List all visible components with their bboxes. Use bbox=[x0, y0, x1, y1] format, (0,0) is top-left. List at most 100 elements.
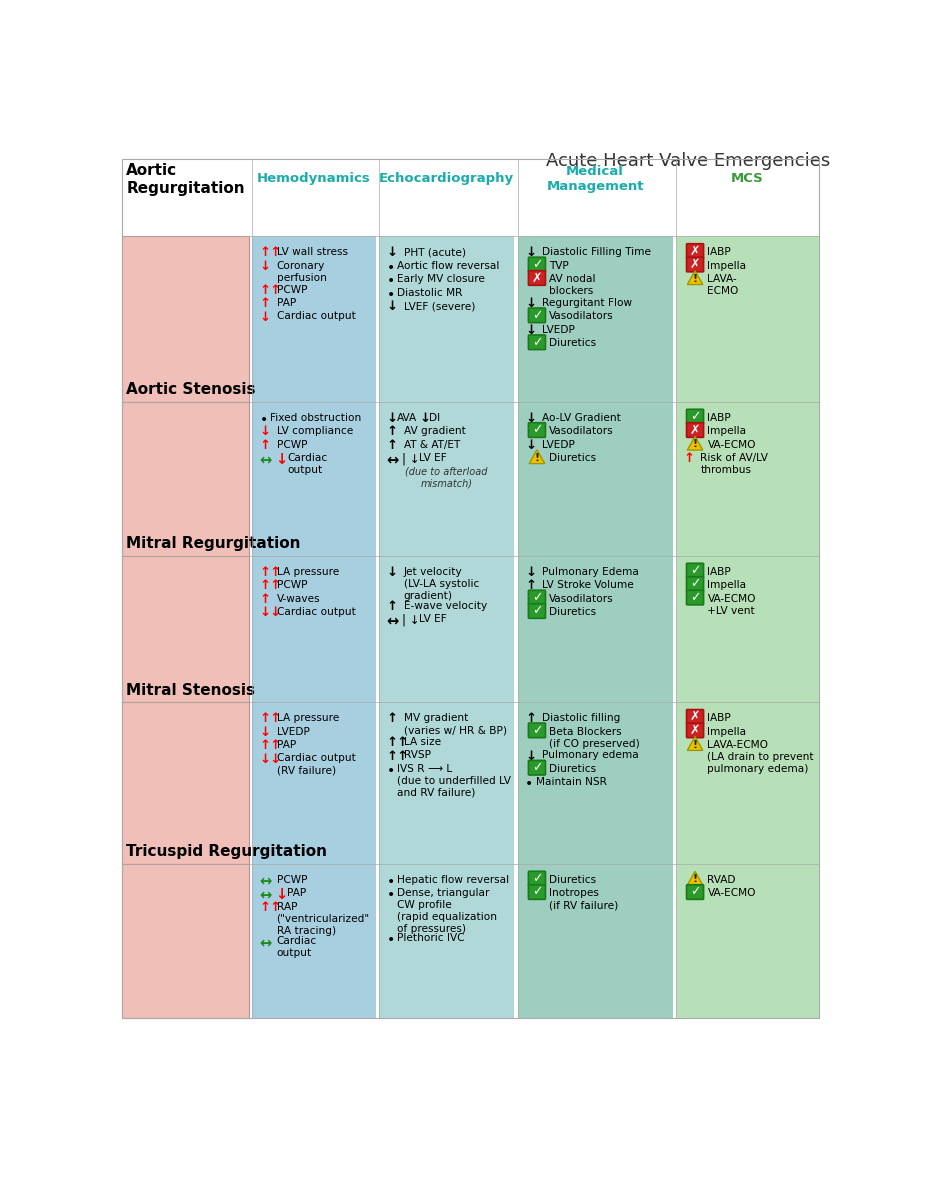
Text: ✓: ✓ bbox=[690, 577, 700, 590]
Text: ✗: ✗ bbox=[690, 424, 700, 437]
Text: Diastolic filling: Diastolic filling bbox=[542, 713, 620, 724]
Text: PAP: PAP bbox=[277, 298, 295, 308]
Bar bbox=[251, 236, 375, 402]
Text: LV Stroke Volume: LV Stroke Volume bbox=[542, 581, 634, 590]
Polygon shape bbox=[687, 871, 702, 886]
FancyBboxPatch shape bbox=[528, 761, 545, 775]
Text: ↓: ↓ bbox=[259, 426, 270, 438]
Text: Tricuspid Regurgitation: Tricuspid Regurgitation bbox=[126, 845, 327, 859]
Text: ✗: ✗ bbox=[690, 245, 700, 258]
Text: Mitral Regurgitation: Mitral Regurgitation bbox=[126, 536, 301, 551]
Text: ↑↑: ↑↑ bbox=[259, 739, 281, 752]
Text: ↓: ↓ bbox=[419, 412, 430, 425]
Text: ↓: ↓ bbox=[524, 566, 535, 578]
Text: ↓: ↓ bbox=[259, 260, 270, 272]
Text: ✓: ✓ bbox=[531, 886, 542, 899]
FancyBboxPatch shape bbox=[528, 590, 545, 605]
Text: ✓: ✓ bbox=[690, 410, 700, 424]
FancyBboxPatch shape bbox=[528, 422, 545, 437]
FancyBboxPatch shape bbox=[528, 724, 545, 738]
Text: E-wave velocity: E-wave velocity bbox=[403, 601, 486, 611]
Text: Vasodilators: Vasodilators bbox=[548, 312, 613, 322]
Text: PAP: PAP bbox=[277, 740, 295, 750]
Text: DI: DI bbox=[429, 413, 440, 422]
Text: Impella: Impella bbox=[707, 260, 746, 271]
Text: ↑↑: ↑↑ bbox=[386, 736, 408, 749]
FancyBboxPatch shape bbox=[686, 724, 702, 738]
Text: ↓: ↓ bbox=[259, 726, 270, 739]
FancyBboxPatch shape bbox=[686, 409, 702, 424]
Text: ↑: ↑ bbox=[524, 713, 535, 725]
Text: •: • bbox=[386, 274, 394, 288]
Text: Mitral Stenosis: Mitral Stenosis bbox=[126, 683, 255, 697]
Text: AV gradient: AV gradient bbox=[403, 426, 465, 437]
Text: IABP: IABP bbox=[707, 713, 730, 724]
Text: RVAD: RVAD bbox=[707, 875, 735, 884]
Bar bbox=[379, 702, 514, 864]
Text: Pulmonary Edema: Pulmonary Edema bbox=[542, 566, 638, 577]
Text: Cardiac
output: Cardiac output bbox=[287, 454, 328, 475]
Text: •: • bbox=[524, 778, 533, 791]
Text: LVEDP: LVEDP bbox=[542, 325, 574, 335]
Text: !: ! bbox=[691, 739, 697, 750]
Text: ↑↑: ↑↑ bbox=[259, 713, 281, 725]
Text: ↑↑: ↑↑ bbox=[386, 750, 408, 763]
Text: !: ! bbox=[534, 452, 539, 463]
Text: ✓: ✓ bbox=[690, 564, 700, 577]
Text: LAVA-
ECMO: LAVA- ECMO bbox=[707, 274, 738, 296]
Text: IVS R ⟶ L
(due to underfilled LV
and RV failure): IVS R ⟶ L (due to underfilled LV and RV … bbox=[397, 764, 510, 798]
Bar bbox=[251, 402, 375, 556]
Text: •: • bbox=[386, 288, 394, 301]
Text: ↑↑: ↑↑ bbox=[259, 566, 281, 578]
Text: ↓: ↓ bbox=[524, 439, 535, 452]
Text: VA-ECMO: VA-ECMO bbox=[707, 888, 755, 899]
Bar bbox=[517, 556, 672, 702]
Text: VA-ECMO
+LV vent: VA-ECMO +LV vent bbox=[707, 594, 755, 616]
Text: ↑: ↑ bbox=[683, 452, 694, 466]
Text: Inotropes
(if RV failure): Inotropes (if RV failure) bbox=[548, 888, 618, 911]
FancyBboxPatch shape bbox=[528, 308, 545, 323]
Bar bbox=[251, 864, 375, 1018]
Text: Vasodilators: Vasodilators bbox=[548, 594, 613, 604]
FancyBboxPatch shape bbox=[528, 257, 545, 272]
FancyBboxPatch shape bbox=[686, 709, 702, 724]
Text: Echocardiography: Echocardiography bbox=[379, 172, 514, 185]
FancyBboxPatch shape bbox=[686, 422, 702, 437]
Text: ✓: ✓ bbox=[531, 872, 542, 886]
Text: ↓↓: ↓↓ bbox=[259, 606, 281, 619]
Text: PCWP: PCWP bbox=[277, 581, 307, 590]
Text: Cardiac
output: Cardiac output bbox=[277, 936, 316, 958]
Text: ↓: ↓ bbox=[259, 311, 270, 324]
Text: ↑: ↑ bbox=[386, 426, 397, 438]
Text: ↔: ↔ bbox=[259, 452, 272, 467]
Text: Cardiac output: Cardiac output bbox=[277, 312, 355, 322]
Text: •: • bbox=[386, 888, 394, 902]
Text: PCWP: PCWP bbox=[277, 875, 307, 884]
Text: Jet velocity
(LV-LA systolic
gradient): Jet velocity (LV-LA systolic gradient) bbox=[403, 566, 479, 601]
Text: Diuretics: Diuretics bbox=[548, 607, 596, 617]
Text: ↓: ↓ bbox=[386, 412, 397, 425]
Text: LA pressure: LA pressure bbox=[277, 713, 339, 724]
Text: Acute Heart Valve Emergencies: Acute Heart Valve Emergencies bbox=[545, 151, 829, 169]
Text: ↓↓: ↓↓ bbox=[259, 752, 281, 766]
Text: Cardiac output
(RV failure): Cardiac output (RV failure) bbox=[277, 754, 355, 775]
Text: PAP: PAP bbox=[287, 888, 306, 899]
Text: Medical
Management: Medical Management bbox=[546, 164, 643, 193]
Text: MV gradient
(varies w/ HR & BP): MV gradient (varies w/ HR & BP) bbox=[403, 713, 506, 736]
Text: ✓: ✓ bbox=[531, 258, 542, 271]
Text: ↔: ↔ bbox=[386, 613, 398, 629]
FancyBboxPatch shape bbox=[528, 884, 545, 899]
Bar bbox=[122, 702, 249, 864]
Text: Impella: Impella bbox=[707, 426, 746, 437]
Text: ✓: ✓ bbox=[531, 605, 542, 618]
Text: Hepatic flow reversal: Hepatic flow reversal bbox=[397, 875, 509, 884]
Text: PCWP: PCWP bbox=[277, 439, 307, 450]
Text: ✓: ✓ bbox=[531, 424, 542, 437]
Text: ✗: ✗ bbox=[531, 271, 542, 284]
Text: RVSP: RVSP bbox=[403, 750, 431, 761]
Text: •: • bbox=[259, 413, 267, 427]
Text: Vasodilators: Vasodilators bbox=[548, 426, 613, 437]
Text: LA pressure: LA pressure bbox=[277, 566, 339, 577]
Polygon shape bbox=[687, 271, 702, 284]
Text: AV nodal
blockers: AV nodal blockers bbox=[548, 274, 595, 296]
